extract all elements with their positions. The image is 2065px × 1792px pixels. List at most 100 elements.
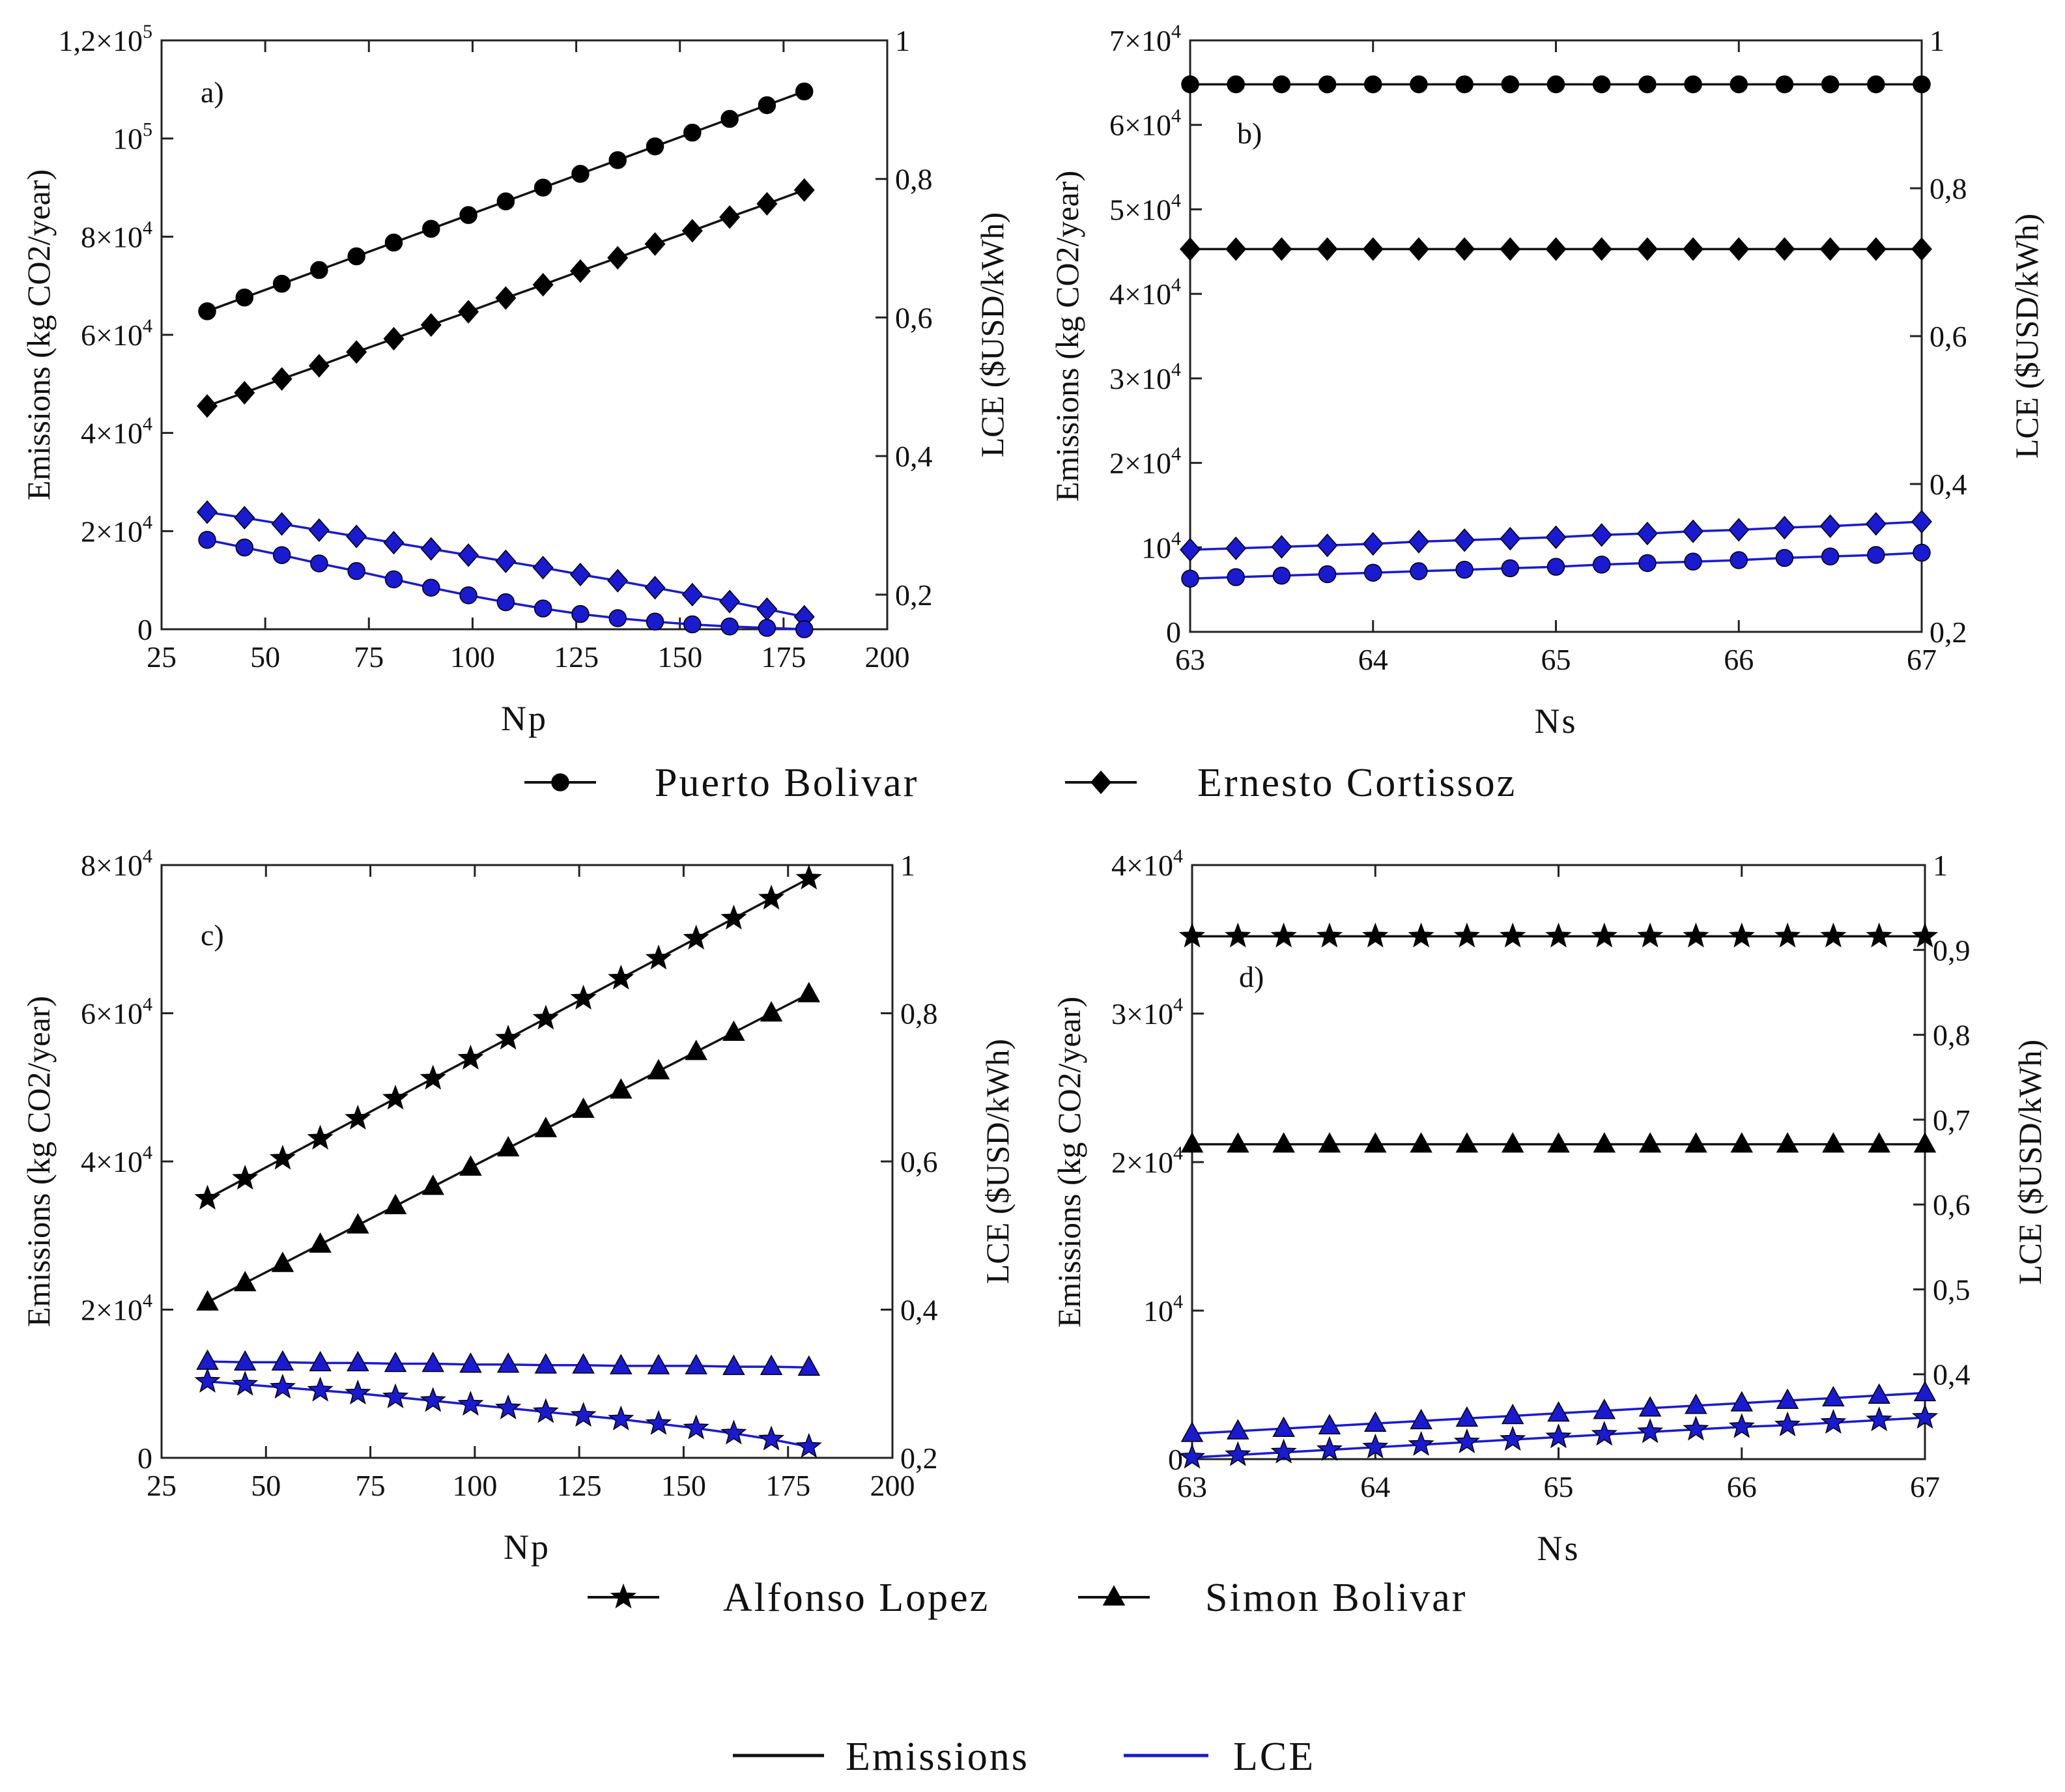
data-point — [1317, 237, 1338, 261]
data-point — [1546, 75, 1565, 94]
y2-tick-label: 0,4 — [900, 1294, 938, 1327]
data-point — [1181, 569, 1199, 588]
x-tick-label: 100 — [452, 1469, 497, 1502]
data-point — [232, 1165, 259, 1190]
data-point — [1500, 526, 1521, 551]
legend-marker — [551, 773, 569, 791]
data-point — [646, 137, 664, 156]
y-tick-label: 6×104 — [1109, 106, 1181, 142]
legend-marker — [1102, 1585, 1126, 1606]
series-ernesto-cortissoz-lce — [1179, 509, 1933, 562]
x-tick-label: 175 — [761, 640, 806, 674]
data-point — [1410, 562, 1428, 580]
data-point — [421, 1351, 445, 1372]
data-point — [1867, 75, 1885, 94]
y2-axis-title: LCE ($USD/kWh) — [974, 212, 1010, 457]
y2-tick-label: 0,6 — [895, 301, 933, 334]
data-point — [1362, 532, 1384, 556]
data-point — [1913, 75, 1931, 94]
y-tick-label: 2×104 — [1111, 1143, 1183, 1179]
data-point — [384, 1351, 407, 1372]
data-point — [681, 219, 703, 243]
data-point — [1364, 75, 1382, 94]
data-point — [384, 1193, 407, 1214]
data-point — [495, 286, 517, 310]
data-point — [310, 261, 328, 279]
data-point — [1636, 237, 1658, 261]
x-tick-label: 64 — [1360, 1470, 1390, 1503]
y-tick-label: 8×104 — [81, 846, 152, 882]
data-point — [1225, 922, 1251, 948]
data-point — [1316, 1436, 1343, 1461]
data-point — [1225, 1441, 1251, 1466]
data-point — [1911, 1404, 1939, 1429]
x-tick-label: 25 — [147, 1469, 177, 1502]
x-tick-label: 100 — [450, 640, 495, 674]
data-point — [1684, 552, 1702, 571]
y2-tick-label: 0,6 — [1933, 1188, 1971, 1221]
data-point — [720, 1419, 747, 1445]
data-point — [457, 1044, 484, 1070]
y2-tick-label: 0,8 — [895, 163, 933, 196]
data-point — [1227, 1132, 1249, 1153]
data-point — [1318, 1132, 1341, 1153]
data-point — [609, 1354, 633, 1374]
y2-tick-label: 0,5 — [1933, 1273, 1971, 1306]
x-tick-label: 64 — [1358, 643, 1388, 676]
y2-tick-label: 0,8 — [1933, 1019, 1971, 1052]
panel-label: d) — [1239, 960, 1264, 993]
data-point — [1821, 547, 1840, 565]
x-axis-title: Np — [501, 699, 548, 738]
data-point — [1272, 1132, 1295, 1153]
data-point — [532, 273, 554, 297]
data-point — [572, 1353, 595, 1374]
y-tick-label: 4×104 — [1111, 846, 1183, 882]
chart-panel-2: 63 64 65 66 67 0 104 2×104 3×104 4×104 5×104 6×104 7… — [1049, 21, 2045, 741]
data-point — [683, 924, 709, 950]
y-tick-label: 7×104 — [1109, 21, 1181, 57]
legend-label-simon-bolivar: Simon Bolivar — [1205, 1576, 1467, 1620]
data-point — [233, 1270, 257, 1292]
data-point — [232, 1371, 259, 1396]
data-point — [795, 1432, 822, 1458]
data-point — [647, 1354, 670, 1374]
y-tick-label: 1,2×105 — [59, 21, 152, 57]
data-point — [196, 1290, 219, 1311]
data-point — [1911, 509, 1933, 534]
legend-circle-marker — [551, 773, 569, 791]
y-tick-label: 3×104 — [1109, 359, 1181, 395]
series-ernesto-cortissoz-lce — [197, 500, 815, 629]
data-point — [646, 612, 664, 631]
data-point — [1272, 75, 1291, 94]
y2-tick-label: 0,8 — [900, 997, 938, 1031]
data-point — [571, 165, 590, 183]
data-point — [347, 1213, 369, 1234]
data-point — [271, 1251, 294, 1272]
data-point — [496, 593, 515, 612]
series-simon-bolivar-lce — [1180, 1380, 1937, 1442]
y2-tick-label: 0,8 — [1930, 172, 1967, 205]
data-point — [1913, 1380, 1937, 1402]
data-point — [272, 274, 291, 293]
data-point — [1318, 565, 1337, 584]
data-point — [1866, 922, 1892, 948]
data-point — [1362, 922, 1389, 948]
data-point — [571, 604, 590, 623]
data-point — [681, 582, 703, 606]
data-point — [1179, 537, 1201, 562]
data-point — [1363, 1132, 1387, 1153]
data-point — [1547, 1401, 1570, 1422]
data-point — [1180, 1132, 1204, 1153]
data-point — [760, 1354, 783, 1375]
data-point — [1638, 1132, 1662, 1153]
data-point — [1593, 1399, 1616, 1419]
data-point — [609, 1078, 633, 1099]
data-point — [644, 232, 666, 256]
data-point — [1683, 519, 1704, 543]
data-point — [1638, 1396, 1662, 1417]
data-point — [647, 1059, 670, 1079]
data-point — [1774, 922, 1801, 948]
data-point — [720, 109, 739, 128]
data-point — [1410, 1408, 1432, 1430]
x-tick-label: 75 — [356, 1469, 386, 1502]
